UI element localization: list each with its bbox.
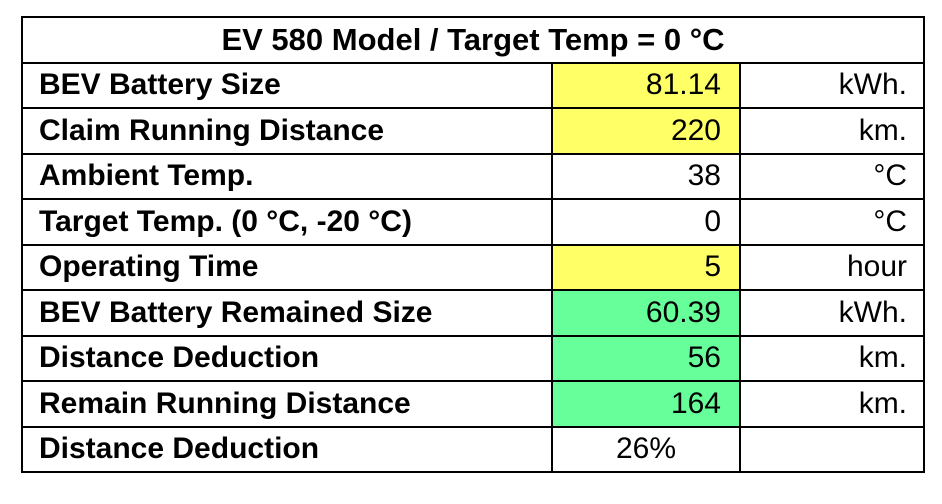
unit-remained-size[interactable]: kWh. (738, 289, 926, 337)
label-ambient-temp[interactable]: Ambient Temp. (21, 152, 553, 200)
unit-deduction-percent[interactable] (738, 425, 926, 473)
unit-ambient-temp[interactable]: °C (738, 152, 926, 200)
value-remained-size[interactable]: 60.39 (551, 289, 741, 337)
label-remain-distance[interactable]: Remain Running Distance (21, 380, 553, 428)
value-deduction-percent[interactable]: 26% (551, 425, 741, 473)
value-remain-distance[interactable]: 164 (551, 380, 741, 428)
label-remained-size[interactable]: BEV Battery Remained Size (21, 289, 553, 337)
unit-remain-distance[interactable]: km. (738, 380, 926, 428)
table-title-row: EV 580 Model / Target Temp = 0 °C (20, 16, 926, 64)
table-row-battery-size: BEV Battery Size 81.14 kWh. (21, 61, 926, 109)
label-battery-size[interactable]: BEV Battery Size (21, 61, 553, 109)
value-ambient-temp[interactable]: 38 (551, 152, 741, 200)
unit-claim-distance[interactable]: km. (738, 107, 926, 155)
value-claim-distance[interactable]: 220 (551, 107, 741, 155)
label-deduction-percent[interactable]: Distance Deduction (21, 425, 553, 473)
value-distance-deduction[interactable]: 56 (551, 334, 741, 382)
label-operating-time[interactable]: Operating Time (21, 243, 553, 291)
label-distance-deduction[interactable]: Distance Deduction (21, 334, 553, 382)
unit-distance-deduction[interactable]: km. (738, 334, 926, 382)
value-battery-size[interactable]: 81.14 (551, 61, 741, 109)
table-row-target-temp: Target Temp. (0 °C, -20 °C) 0 °C (21, 198, 926, 246)
table-title[interactable]: EV 580 Model / Target Temp = 0 °C (20, 16, 926, 64)
table-row-ambient-temp: Ambient Temp. 38 °C (21, 152, 926, 200)
table-row-remain-distance: Remain Running Distance 164 km. (21, 380, 926, 428)
unit-target-temp[interactable]: °C (738, 198, 926, 246)
value-operating-time[interactable]: 5 (551, 243, 741, 291)
ev-temperature-table: EV 580 Model / Target Temp = 0 °C BEV Ba… (20, 16, 926, 473)
table-row-distance-deduction: Distance Deduction 56 km. (21, 334, 926, 382)
table-row-remained-size: BEV Battery Remained Size 60.39 kWh. (21, 289, 926, 337)
label-claim-distance[interactable]: Claim Running Distance (21, 107, 553, 155)
label-target-temp[interactable]: Target Temp. (0 °C, -20 °C) (21, 198, 553, 246)
table-row-claim-distance: Claim Running Distance 220 km. (21, 107, 926, 155)
value-target-temp[interactable]: 0 (551, 198, 741, 246)
table-row-operating-time: Operating Time 5 hour (21, 243, 926, 291)
unit-operating-time[interactable]: hour (738, 243, 926, 291)
table-row-deduction-percent: Distance Deduction 26% (21, 425, 926, 473)
unit-battery-size[interactable]: kWh. (738, 61, 926, 109)
